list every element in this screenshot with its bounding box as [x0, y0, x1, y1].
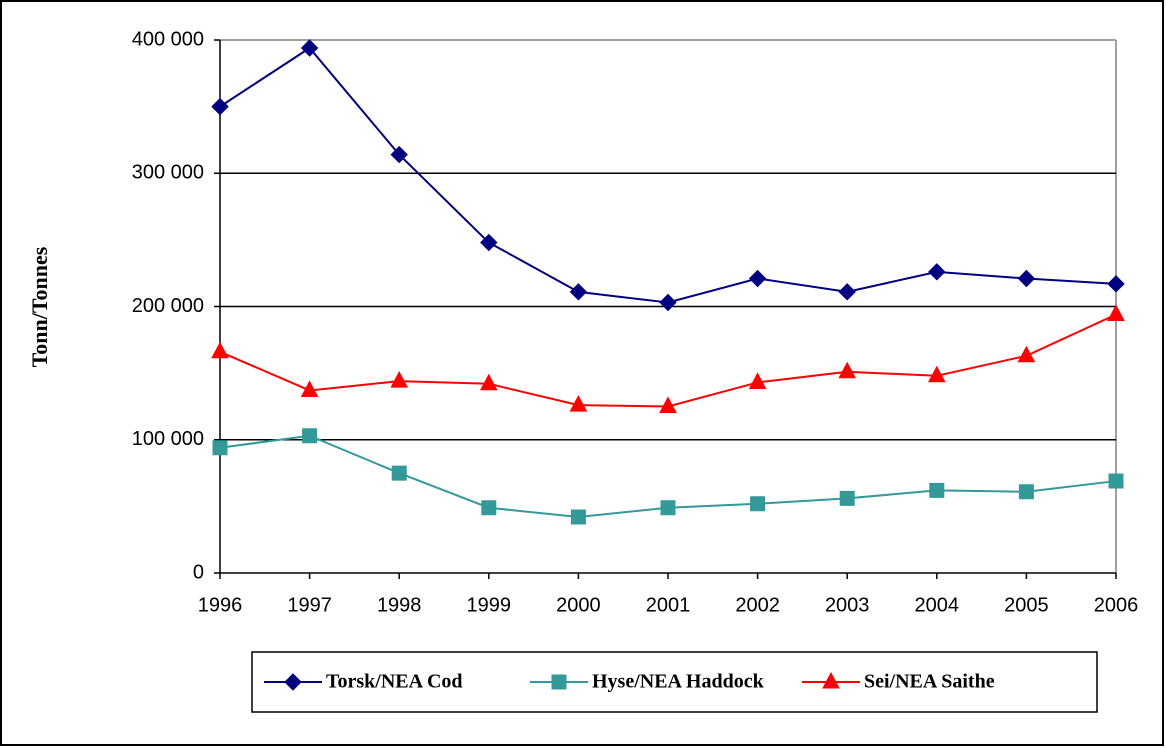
point-marker: [569, 283, 588, 301]
point-marker: [1107, 275, 1125, 293]
point-marker: [927, 365, 946, 383]
point-marker: [748, 372, 767, 389]
y-tick-label: 200 000: [132, 295, 204, 317]
x-tick-label: 1998: [377, 594, 422, 616]
x-tick-label: 1997: [287, 594, 332, 616]
point-marker: [750, 496, 766, 512]
point-marker: [929, 482, 945, 498]
point-marker: [212, 440, 228, 456]
point-marker: [1018, 484, 1034, 500]
point-marker: [390, 145, 408, 164]
point-marker: [480, 233, 498, 252]
y-tick-label: 100 000: [132, 428, 204, 450]
point-marker: [748, 269, 767, 288]
point-marker: [479, 373, 498, 391]
point-marker: [1107, 304, 1125, 321]
legend-marker: [284, 673, 302, 691]
point-marker: [838, 361, 857, 379]
x-tick-label: 2006: [1094, 594, 1139, 616]
point-marker: [211, 341, 229, 359]
point-marker: [211, 97, 229, 116]
x-tick-label: 2005: [1004, 594, 1049, 616]
point-marker: [300, 39, 319, 57]
legend-label: Sei/NEA Saithe: [864, 671, 995, 693]
x-tick-label: 2003: [825, 594, 870, 616]
x-tick-label: 2004: [915, 594, 960, 616]
y-tick-label: 300 000: [132, 162, 204, 184]
x-tick-label: 1999: [467, 594, 512, 616]
x-tick-label: 2001: [646, 594, 691, 616]
point-marker: [838, 283, 856, 301]
x-tick-label: 1996: [198, 594, 243, 616]
legend-marker: [551, 674, 567, 690]
point-marker: [481, 500, 497, 516]
legend-label: Hyse/NEA Haddock: [592, 671, 765, 693]
point-marker: [659, 293, 677, 312]
y-axis-label: Tonn/Tonnes: [27, 246, 52, 367]
point-marker: [839, 490, 855, 506]
point-marker: [302, 428, 318, 444]
x-tick-label: 2000: [556, 594, 601, 616]
point-marker: [390, 371, 409, 388]
point-marker: [1017, 345, 1036, 363]
point-marker: [569, 395, 588, 412]
point-marker: [659, 396, 677, 413]
y-tick-label: 0: [193, 561, 204, 583]
legend-marker: [822, 671, 840, 689]
legend-label: Torsk/NEA Cod: [326, 671, 463, 693]
point-marker: [300, 380, 319, 397]
x-tick-label: 2002: [735, 594, 780, 616]
y-tick-label: 400 000: [132, 28, 204, 50]
point-marker: [391, 465, 407, 481]
point-marker: [1108, 473, 1124, 489]
point-marker: [660, 500, 676, 516]
point-marker: [928, 263, 946, 281]
legend-box: [251, 651, 1098, 713]
point-marker: [570, 509, 586, 525]
point-marker: [1017, 269, 1036, 288]
